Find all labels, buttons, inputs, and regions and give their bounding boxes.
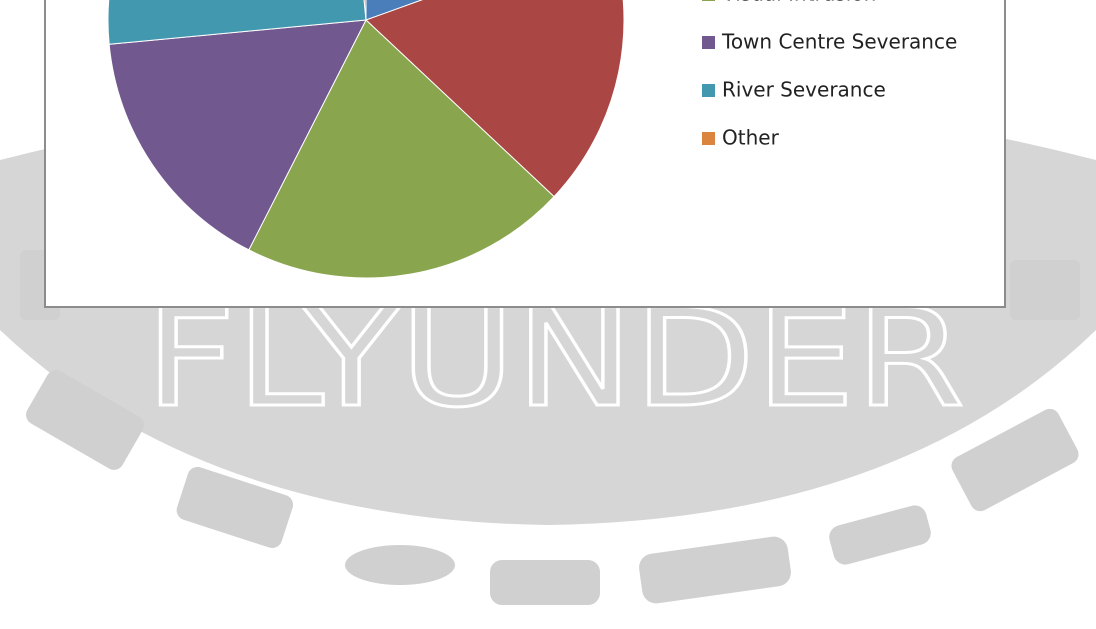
pie-slice [363,0,367,21]
pie-slice [108,19,367,251]
pie-slice [107,0,367,45]
legend-label: Town Centre Severance [721,30,957,54]
legend-label: River Severance [722,78,886,102]
legend-label: Other [722,126,780,150]
legend-swatch [702,84,715,97]
legend-swatch [702,132,715,145]
pie-slice [248,19,555,279]
pie-slice [365,0,625,198]
legend: Visual Intrusion Town Centre Severance Riv… [702,0,957,150]
pie [107,0,625,279]
legend-swatch [702,36,715,49]
vehicles [20,250,1080,605]
legend-label: Visual Intrusion [722,0,876,6]
legend-swatch [702,0,715,1]
